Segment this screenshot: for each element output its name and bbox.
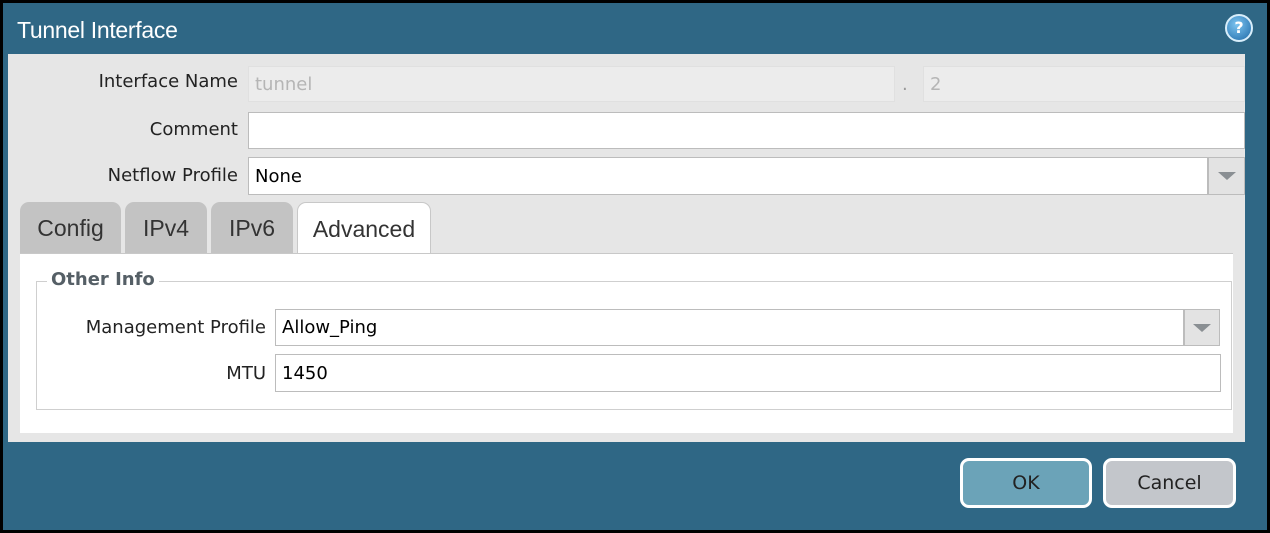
cancel-button[interactable]: Cancel — [1103, 458, 1236, 508]
interface-number-input[interactable]: 2 — [923, 66, 1245, 102]
tab-ipv4[interactable]: IPv4 — [125, 202, 207, 255]
management-profile-value: Allow_Ping — [282, 317, 378, 338]
other-info-section: Other Info Management Profile Allow_Ping… — [36, 269, 1232, 410]
tab-advanced[interactable]: Advanced — [297, 202, 431, 256]
interface-name-input[interactable]: tunnel — [248, 66, 895, 102]
netflow-profile-value: None — [255, 165, 302, 187]
netflow-profile-select[interactable]: None — [248, 157, 1245, 195]
section-title: Other Info — [47, 269, 159, 290]
management-profile-select[interactable]: Allow_Ping — [275, 309, 1220, 346]
advanced-tab-content: Other Info Management Profile Allow_Ping… — [20, 253, 1233, 433]
mtu-input[interactable]: 1450 — [275, 354, 1221, 392]
interface-name-label: Interface Name — [98, 71, 238, 92]
netflow-dropdown-button[interactable] — [1208, 157, 1245, 195]
comment-input[interactable] — [248, 112, 1245, 149]
comment-label: Comment — [149, 119, 238, 140]
ok-button[interactable]: OK — [960, 458, 1092, 508]
mtu-label: MTU — [226, 363, 266, 384]
dialog-body: Interface Name tunnel . 2 Comment Netflo… — [8, 54, 1245, 442]
dialog-title: Tunnel Interface — [17, 17, 178, 43]
management-profile-dropdown-button[interactable] — [1184, 309, 1220, 346]
tab-config[interactable]: Config — [20, 202, 121, 255]
interface-name-separator: . — [902, 74, 908, 95]
help-icon[interactable]: ? — [1225, 14, 1253, 42]
tab-ipv6[interactable]: IPv6 — [211, 202, 293, 255]
netflow-profile-label: Netflow Profile — [107, 165, 238, 186]
chevron-down-icon — [1193, 323, 1211, 332]
tunnel-interface-dialog: Tunnel Interface ? Interface Name tunnel… — [3, 3, 1267, 530]
chevron-down-icon — [1217, 172, 1236, 180]
management-profile-label: Management Profile — [85, 317, 266, 338]
